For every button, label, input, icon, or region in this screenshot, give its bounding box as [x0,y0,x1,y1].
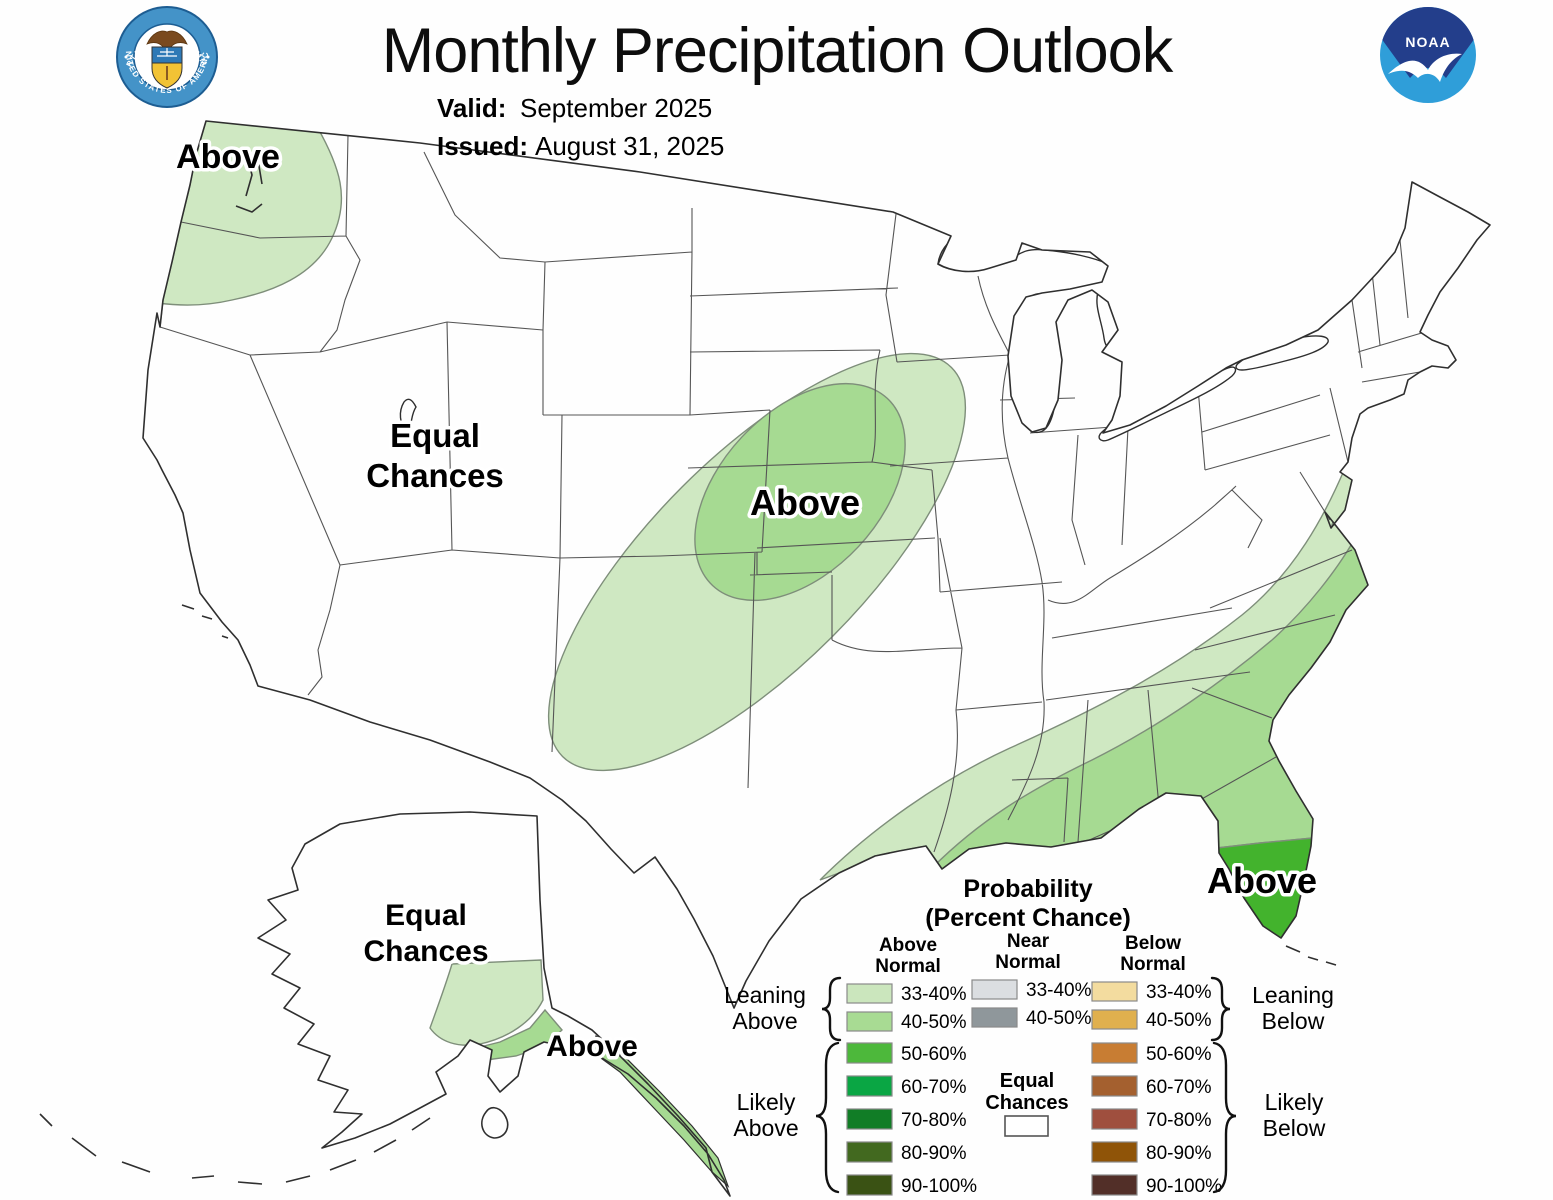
label-alaska-equal: Equal [385,899,467,932]
swatch-above-70-80 [846,1108,893,1130]
swatch-label-near-33-40: 33-40% [1026,980,1092,1001]
swatch-above-40-50 [846,1011,893,1032]
swatch-equal-chances [1004,1115,1049,1137]
swatch-label-below-90-100: 90-100% [1146,1176,1222,1197]
great-salt-lake [399,398,417,432]
legend-equal-chances-2: Chances [985,1092,1068,1114]
swatch-label-below-33-40: 33-40% [1146,982,1212,1003]
legend-likely-above-2: Above [733,1115,798,1141]
conus-outline [142,120,1491,1009]
swatch-label-above-60-70: 60-70% [901,1077,967,1098]
swatch-below-40-50 [1091,1009,1138,1030]
alaska-map [39,811,731,1197]
swatch-above-80-90 [846,1141,893,1163]
legend-title-line1: Probability [963,875,1092,903]
legend-leaning-below-1: Leaning [1252,982,1334,1008]
valid-value: September 2025 [520,93,712,123]
swatch-label-above-33-40: 33-40% [901,984,967,1005]
issued-value: August 31, 2025 [535,131,724,161]
swatch-label-near-40-50: 40-50% [1026,1008,1092,1029]
swatch-label-above-80-90: 80-90% [901,1143,967,1164]
region-alaska-above-33-40 [429,959,544,1046]
swatch-above-50-60 [846,1042,893,1064]
region-alaska-above-40-50-panhandle [589,1035,730,1188]
kodiak-island [481,1106,509,1139]
swatch-near-33-40 [971,979,1018,1000]
legend-header-near-1: Near [1007,931,1050,952]
brace-leaning-above [821,976,842,1042]
swatch-label-below-80-90: 80-90% [1146,1143,1212,1164]
seal-star-right [206,55,210,59]
legend-header-above-1: Above [879,935,937,956]
noaa-logo-text: NOAA [1405,34,1450,50]
swatch-above-33-40 [846,983,893,1004]
swatch-label-below-40-50: 40-50% [1146,1010,1212,1031]
swatch-label-below-50-60: 50-60% [1146,1044,1212,1065]
legend-near-column: 33-40% 40-50% [971,979,1092,1029]
brace-leaning-below [1210,976,1231,1042]
swatch-near-40-50 [971,1007,1018,1028]
swatch-above-60-70 [846,1075,893,1097]
legend-likely-below-2: Below [1263,1115,1326,1141]
puget-sound [235,151,263,213]
seal-ship-icon [157,48,177,57]
seal-lighthouse-icon [166,66,168,80]
swatch-below-80-90 [1091,1141,1138,1163]
seal-star-left [124,55,128,59]
legend-likely-above-1: Likely [737,1089,796,1115]
swatch-above-90-100 [846,1174,893,1196]
legend-leaning-above-2: Above [732,1008,797,1034]
legend-header-above-2: Normal [875,956,940,977]
issued-label: Issued: [437,131,528,161]
swatch-label-below-70-80: 70-80% [1146,1110,1212,1131]
legend-title-line2: (Percent Chance) [925,904,1131,932]
alaska-outline [257,811,731,1197]
label-alaska-chances: Chances [363,935,488,968]
legend-leaning-above-1: Leaning [724,982,806,1008]
swatch-below-33-40 [1091,981,1138,1002]
legend-header-near-2: Normal [995,952,1060,973]
legend-header-below-2: Normal [1120,954,1185,975]
label-florida-above: Above [1207,860,1317,901]
legend-likely-below-1: Likely [1265,1089,1324,1115]
swatch-label-above-50-60: 50-60% [901,1044,967,1065]
legend-leaning-below-2: Below [1262,1008,1325,1034]
label-west-chances: Chances [366,457,504,494]
swatch-label-above-70-80: 70-80% [901,1110,967,1131]
noaa-seagull-icon [1388,53,1462,82]
brace-likely-above [815,1041,840,1194]
swatch-below-70-80 [1091,1108,1138,1130]
aleutian-islands [39,1113,431,1185]
brace-likely-below [1212,1041,1237,1194]
label-pnw-above: Above [176,138,280,176]
florida-keys [1285,945,1337,966]
page-title: Monthly Precipitation Outlook [382,16,1174,86]
swatch-below-50-60 [1091,1042,1138,1064]
swatch-label-below-60-70: 60-70% [1146,1077,1212,1098]
swatch-below-60-70 [1091,1075,1138,1097]
legend-equal-chances-1: Equal [1000,1070,1054,1092]
valid-label: Valid: [437,93,506,123]
channel-islands [181,604,229,639]
seal-eagle-icon [146,30,188,48]
legend: Probability (Percent Chance) Above Norma… [724,875,1334,1197]
label-west-equal: Equal [390,417,480,454]
swatch-below-90-100 [1091,1174,1138,1196]
swatch-label-above-90-100: 90-100% [901,1176,977,1197]
region-central-above-40-50 [694,382,906,602]
label-alaska-above: Above [546,1030,638,1063]
label-central-above: Above [750,482,860,523]
noaa-logo: NOAA [1380,6,1476,103]
legend-below-column: 33-40% 40-50% 50-60% 60-70% 70-80% 80-90… [1091,981,1222,1197]
swatch-label-above-40-50: 40-50% [901,1012,967,1033]
legend-above-column: 33-40% 40-50% 50-60% 60-70% 70-80% 80-90… [846,983,977,1197]
legend-header-below-1: Below [1125,933,1181,954]
